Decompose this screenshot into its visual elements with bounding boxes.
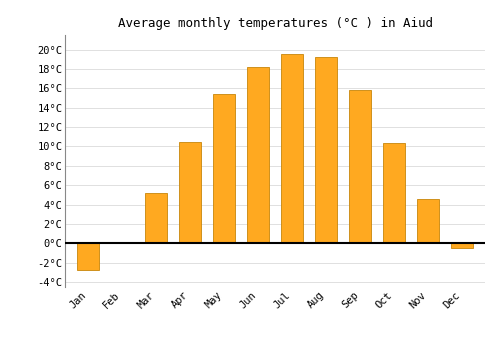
Bar [349,90,371,243]
Bar [315,57,337,243]
Bar [281,54,303,243]
Bar [247,67,269,243]
Bar [179,142,201,243]
Bar [383,142,405,243]
Title: Average monthly temperatures (°C ) in Aiud: Average monthly temperatures (°C ) in Ai… [118,17,432,30]
Bar [145,193,167,243]
Bar [77,243,99,270]
Bar [451,243,473,248]
Bar [417,199,439,243]
Bar [213,94,235,243]
